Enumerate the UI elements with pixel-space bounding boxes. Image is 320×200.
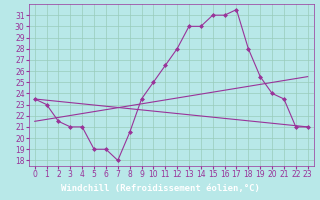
Text: Windchill (Refroidissement éolien,°C): Windchill (Refroidissement éolien,°C) (60, 184, 260, 193)
